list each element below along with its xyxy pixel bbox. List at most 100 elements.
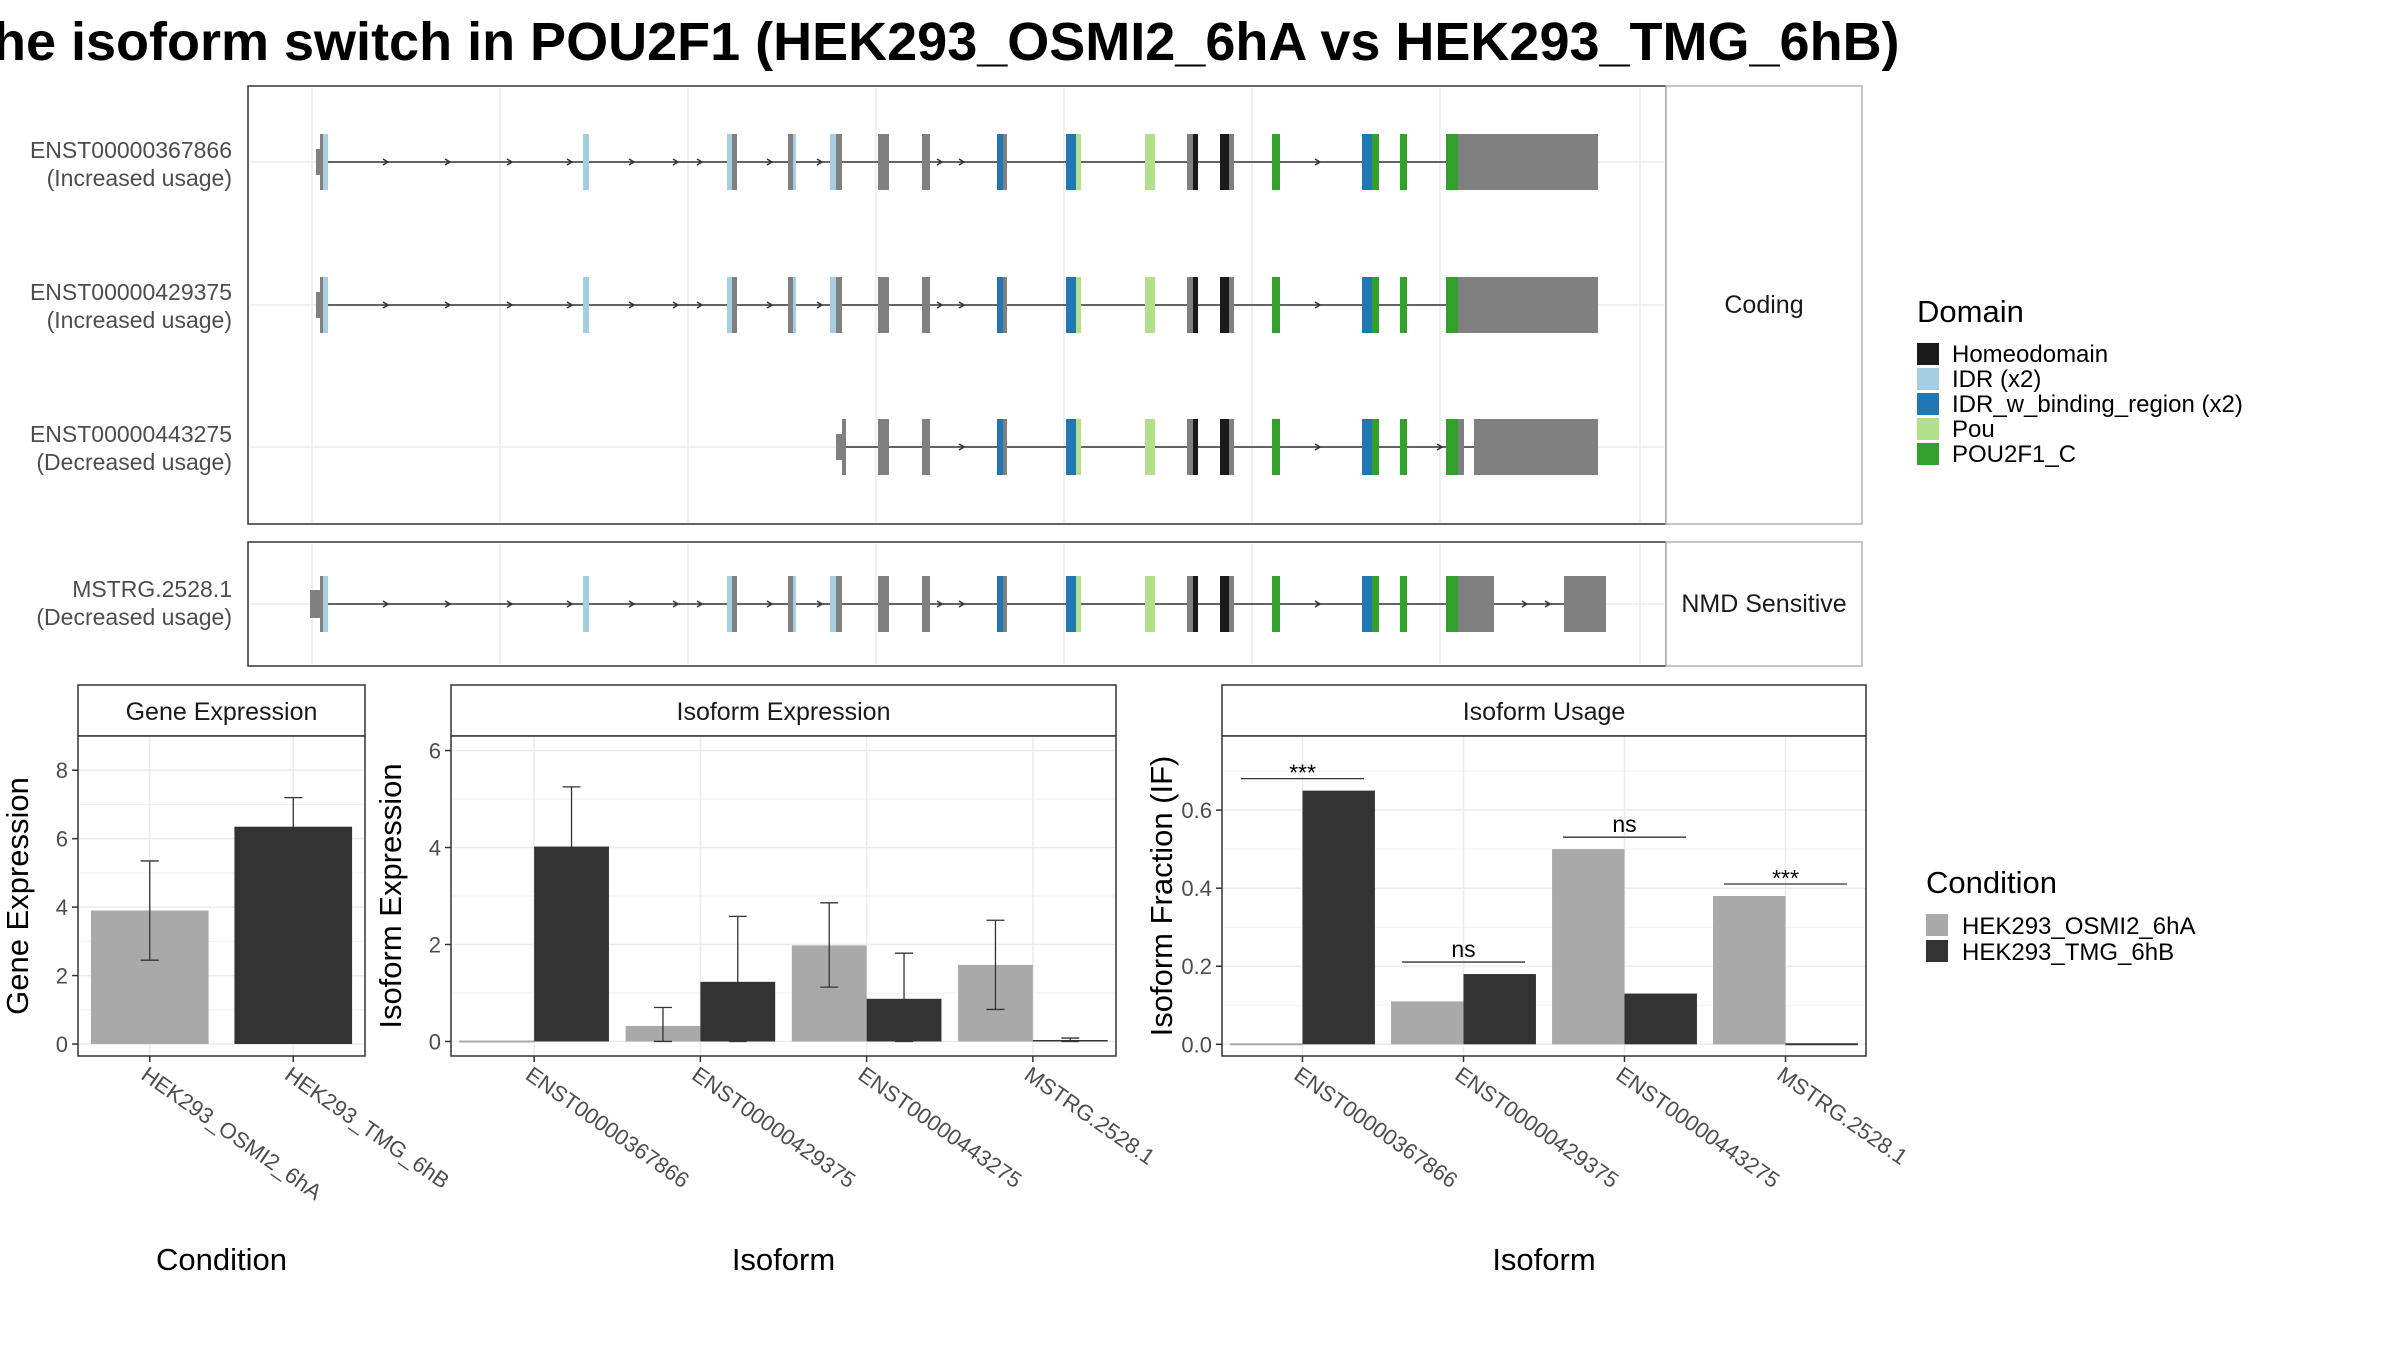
exon-block-POU2F1_C — [1272, 277, 1280, 333]
exon-block-IDR — [793, 277, 796, 333]
utr-block — [1564, 576, 1606, 632]
exon-block-IDR — [830, 134, 836, 190]
strand-arrow — [444, 600, 452, 608]
exon-block-POU2F1_C — [1272, 576, 1280, 632]
utr-block — [316, 292, 320, 318]
exon-block-POU2F1_C — [1400, 277, 1407, 333]
bar — [1463, 974, 1536, 1045]
strand-arrow — [382, 301, 390, 309]
exon-block-exon — [922, 419, 930, 475]
exon-block-exon — [1474, 419, 1481, 475]
exon-block-Pou — [1145, 576, 1155, 632]
strand-arrow — [936, 600, 944, 608]
legend-swatch-homeodomain — [1917, 343, 1939, 365]
strand-arrow — [672, 600, 680, 608]
bar — [1391, 1001, 1464, 1045]
panel-strip — [77, 684, 366, 737]
strand-arrow — [766, 158, 774, 166]
legend-swatch-condB — [1926, 940, 1948, 962]
utr-block — [310, 590, 322, 618]
exon-block-exon — [1229, 134, 1234, 190]
legend-label-idr-binding: IDR_w_binding_region (x2) — [1952, 391, 2243, 418]
strand-arrow — [628, 301, 636, 309]
strand-arrow — [696, 301, 704, 309]
strand-arrow — [936, 158, 944, 166]
y-tick-label: 6 — [56, 827, 68, 852]
exon-block-exon — [836, 134, 842, 190]
strand-arrow — [506, 301, 514, 309]
exon-block-exon — [1003, 576, 1007, 632]
exon-block-Homeodomain — [1193, 576, 1198, 632]
x-tick-label: ENST00000429375 — [1451, 1062, 1624, 1193]
strand-arrow — [816, 600, 824, 608]
strand-arrow — [696, 600, 704, 608]
facet-label-nmd: NMD Sensitive — [1681, 590, 1846, 618]
exon-block-Pou — [1076, 134, 1081, 190]
legend-label-idr: IDR (x2) — [1952, 366, 2041, 393]
exon-block-Pou — [1076, 277, 1081, 333]
y-tick-label: 0.6 — [1181, 798, 1212, 823]
strand-arrow — [958, 158, 966, 166]
strand-arrow — [506, 600, 514, 608]
exon-block-exon — [320, 134, 324, 190]
utr-block — [836, 434, 842, 460]
exon-block-Homeodomain — [1220, 134, 1229, 190]
strand-arrow — [1544, 600, 1552, 608]
exon-block-exon — [836, 277, 842, 333]
exon-block-IDR — [793, 576, 796, 632]
strand-arrow — [444, 158, 452, 166]
exon-block-exon — [922, 576, 930, 632]
utr-block — [316, 149, 320, 175]
strand-arrow — [816, 158, 824, 166]
y-tick-label: 2 — [56, 964, 68, 989]
exon-block-IDR_w_binding_region — [1066, 576, 1076, 632]
legend-swatch-idr-binding — [1917, 393, 1939, 415]
exon-block-exon — [878, 576, 889, 632]
exon-block-exon — [878, 134, 889, 190]
x-tick-label: ENST00000367866 — [521, 1062, 694, 1193]
exon-block-Homeodomain — [1220, 576, 1229, 632]
exon-block-IDR — [323, 277, 328, 333]
strand-arrow — [958, 443, 966, 451]
x-tick-label: MSTRG.2528.1 — [1773, 1062, 1913, 1170]
plot-border — [1221, 735, 1867, 1057]
y-tick-label: 6 — [429, 739, 441, 764]
y-tick-label: 0.2 — [1181, 954, 1212, 979]
exon-block-exon — [788, 134, 793, 190]
transcript-usage-2: (Increased usage) — [47, 307, 232, 333]
exon-block-exon — [1003, 134, 1007, 190]
chart-isoform-usage: Isoform Usage 0.0 0.2 0.4 0.6 *** ns ns *** ENST0… — [1144, 684, 1913, 1277]
exon-block-exon — [788, 277, 793, 333]
exon-block-exon — [878, 277, 889, 333]
transcript-labels: ENST00000367866 (Increased usage) ENST00… — [30, 137, 232, 630]
exon-block-exon — [1229, 277, 1234, 333]
strand-arrow — [1314, 158, 1322, 166]
panel-title: Gene Expression — [126, 698, 318, 726]
exon-block-IDR_w_binding_region — [1362, 419, 1372, 475]
transcript-label-4: MSTRG.2528.1 — [72, 576, 232, 602]
exon-block-exon — [732, 277, 737, 333]
exon-block-IDR_w_binding_region — [1362, 277, 1372, 333]
transcript-usage-4: (Decreased usage) — [36, 604, 232, 630]
legend-label-pou: Pou — [1952, 416, 1995, 443]
exon-block-Pou — [1145, 419, 1155, 475]
exon-block-IDR_w_binding_region — [997, 576, 1003, 632]
strand-arrow — [566, 600, 574, 608]
strand-arrow — [1314, 301, 1322, 309]
panel-title: Isoform Usage — [1463, 698, 1626, 726]
exon-block-IDR_w_binding_region — [1362, 576, 1372, 632]
exon-block-IDR — [323, 134, 328, 190]
exon-block-IDR — [323, 576, 328, 632]
structure-panel-nmd: NMD Sensitive — [247, 541, 1863, 667]
y-tick-label: 4 — [56, 895, 68, 920]
transcript-label-1: ENST00000367866 — [30, 137, 232, 163]
x-tick-label: ENST00000367866 — [1290, 1062, 1463, 1193]
exon-block-exon — [1187, 576, 1193, 632]
significance-label: *** — [1289, 760, 1316, 786]
strand-arrow — [936, 301, 944, 309]
transcript-usage-1: (Increased usage) — [47, 165, 232, 191]
exon-block-IDR — [793, 134, 796, 190]
exon-block-IDR_w_binding_region — [997, 134, 1003, 190]
strand-arrow — [958, 600, 966, 608]
exon-block-IDR_w_binding_region — [997, 419, 1003, 475]
